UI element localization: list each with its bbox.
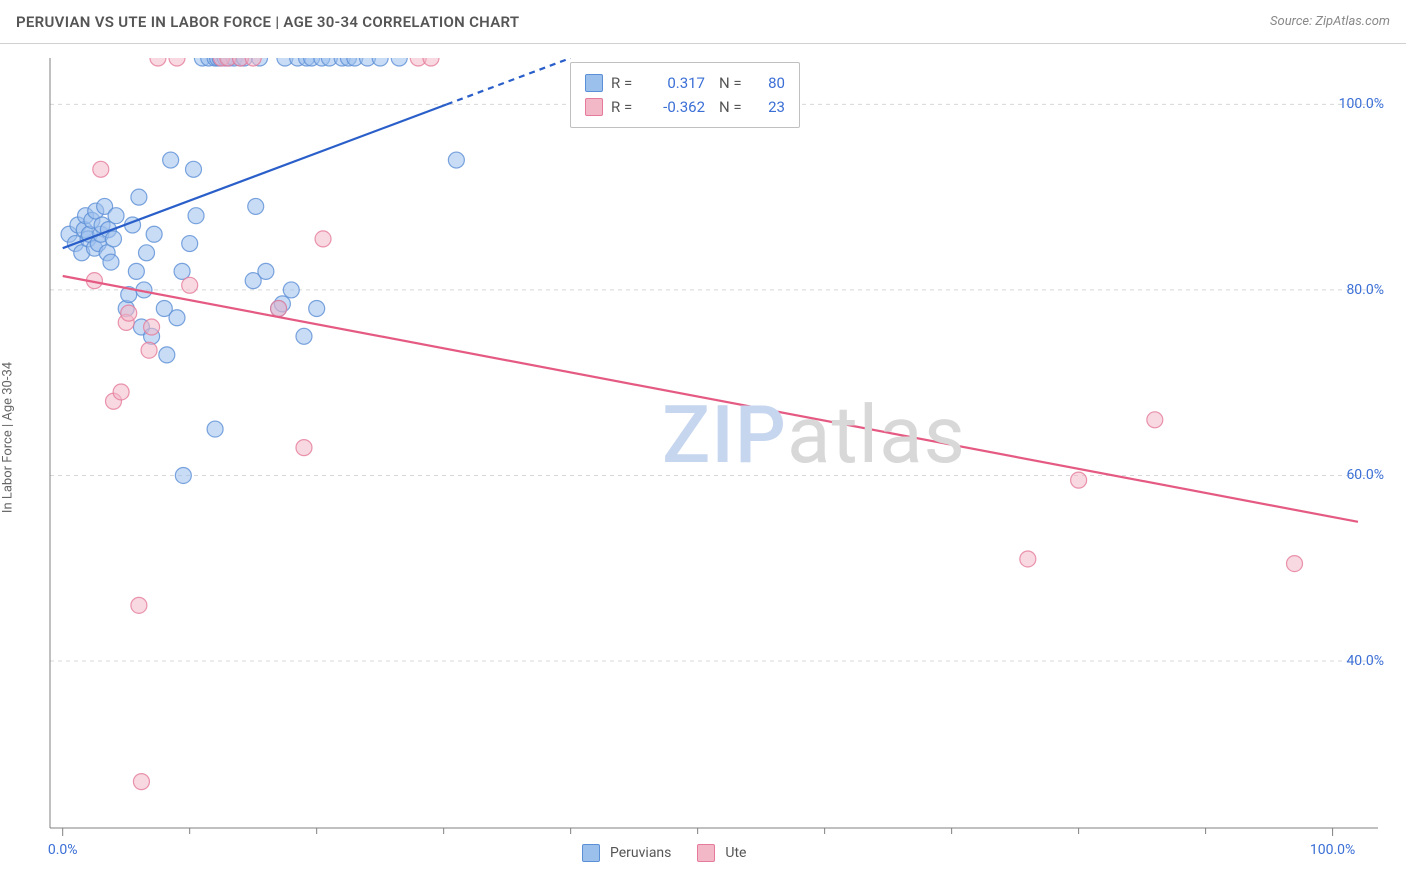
legend-r-label: R = — [611, 74, 637, 92]
x-tick-label: 100.0% — [1310, 842, 1355, 858]
legend-r-label: R = — [611, 98, 637, 116]
x-tick-label: 0.0% — [48, 842, 78, 858]
chart-area: ZIPatlas R =0.317N =80R =-0.362N =23 Per… — [42, 58, 1382, 828]
y-axis-label: In Labor Force | Age 30-34 — [1, 362, 16, 513]
source-attribution: Source: ZipAtlas.com — [1270, 14, 1390, 29]
scatter-plot-svg — [42, 58, 1382, 868]
legend-series-label: Peruvians — [610, 845, 671, 861]
series-legend: Peruvians Ute — [582, 844, 762, 862]
stats-legend-row: R = 0.317 N = 80 — [585, 71, 785, 95]
y-tick-label: 100.0% — [1339, 96, 1384, 112]
chart-title: PERUVIAN VS UTE IN LABOR FORCE | AGE 30-… — [16, 13, 519, 31]
legend-n-label: N = — [719, 98, 749, 116]
stats-legend-row: R = -0.362 N = 23 — [585, 95, 785, 119]
legend-r-value: 0.317 — [645, 74, 705, 92]
legend-swatch — [585, 74, 603, 92]
legend-series-label: Ute — [725, 845, 746, 861]
stats-legend: R = 0.317 N = 80 R = -0.362 N = 23 — [570, 62, 800, 128]
legend-swatch — [697, 844, 715, 862]
y-tick-label: 60.0% — [1346, 467, 1384, 483]
legend-n-value: 80 — [757, 74, 785, 92]
legend-swatch — [585, 98, 603, 116]
legend-n-label: N = — [719, 74, 749, 92]
legend-n-value: 23 — [757, 98, 785, 116]
legend-swatch — [582, 844, 600, 862]
y-tick-label: 80.0% — [1346, 282, 1384, 298]
y-tick-label: 40.0% — [1346, 653, 1384, 669]
header-bar: PERUVIAN VS UTE IN LABOR FORCE | AGE 30-… — [0, 0, 1406, 44]
legend-r-value: -0.362 — [645, 98, 705, 116]
